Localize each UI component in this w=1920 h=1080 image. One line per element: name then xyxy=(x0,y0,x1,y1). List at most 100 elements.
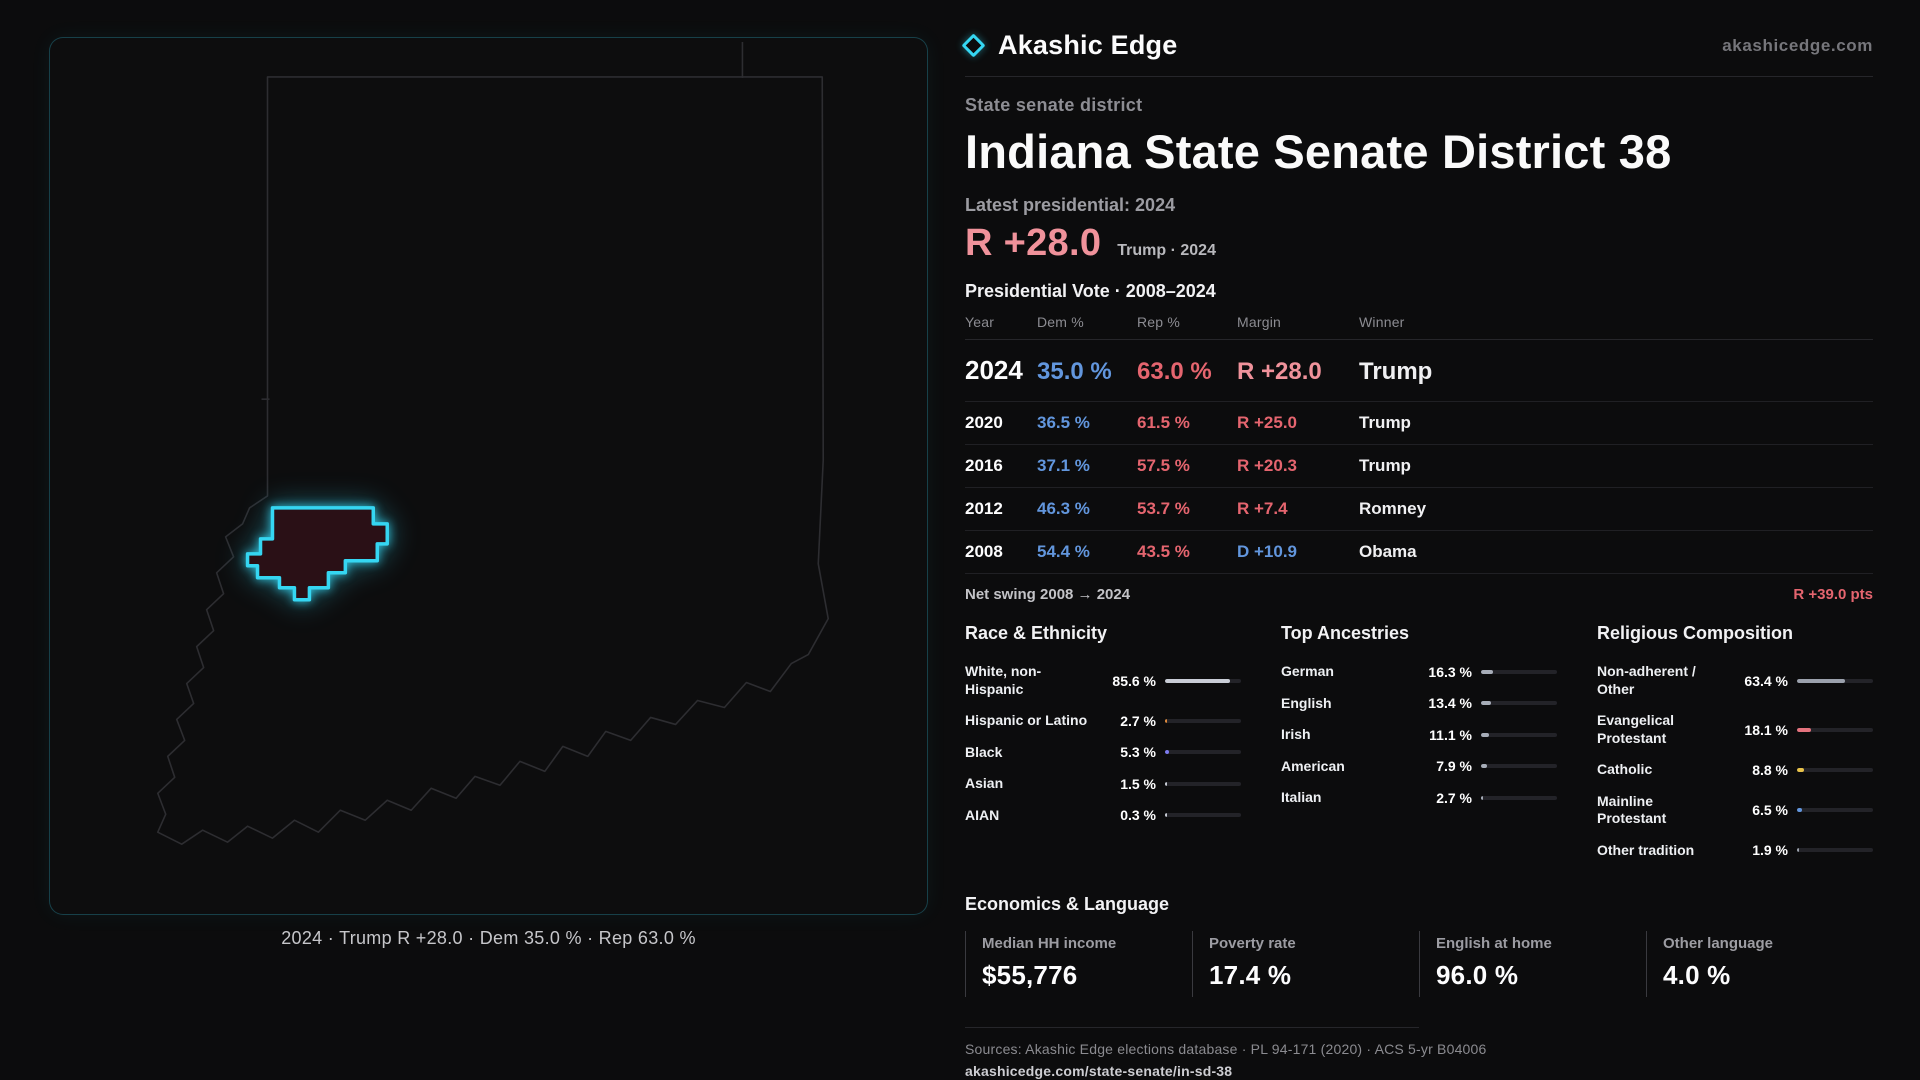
demo-bar-fill xyxy=(1165,813,1167,818)
economics-stat: Other language 4.0 % xyxy=(1646,931,1873,997)
demo-value: 85.6 % xyxy=(1112,672,1156,689)
latest-presidential-label: Latest presidential: 2024 xyxy=(965,195,1176,215)
vote-table: Year Dem % Rep % Margin Winner 2024 35.0 % 63.… xyxy=(965,302,1873,603)
demo-row: Italian 2.7 % xyxy=(1281,782,1557,814)
vote-column-header: Winner xyxy=(1359,314,1405,330)
district-38-shape xyxy=(245,506,389,602)
demo-row: Mainline Protestant 6.5 % xyxy=(1597,786,1873,835)
rep-pct-cell: 43.5 % xyxy=(1137,542,1190,561)
margin-cell: R +28.0 xyxy=(1237,358,1322,385)
race-ethnicity-title: Race & Ethnicity xyxy=(965,623,1108,643)
economics-stat: Median HH income $55,776 xyxy=(965,931,1192,997)
rep-pct-cell: 53.7 % xyxy=(1137,499,1190,518)
demo-row: Hispanic or Latino 2.7 % xyxy=(965,705,1241,737)
vote-table-title: Presidential Vote · 2008–2024 xyxy=(965,281,1216,301)
map-panel xyxy=(49,37,928,915)
map-caption: 2024 · Trump R +28.0 · Dem 35.0 % · Rep … xyxy=(281,928,696,948)
demo-row: English 13.4 % xyxy=(1281,688,1557,720)
dem-pct-cell: 54.4 % xyxy=(1037,542,1090,561)
demo-row: Other tradition 1.9 % xyxy=(1597,835,1873,867)
demo-row: White, non-Hispanic 85.6 % xyxy=(965,656,1241,705)
demo-bar xyxy=(1165,718,1241,723)
vote-row: 2012 46.3 % 53.7 % R +7.4 Romney xyxy=(965,488,1873,531)
vote-row: 2008 54.4 % 43.5 % D +10.9 Obama xyxy=(965,531,1873,574)
vote-column-header: Dem % xyxy=(1037,314,1084,330)
demo-label: AIAN xyxy=(965,806,1000,823)
stat-label: Poverty rate xyxy=(1209,935,1296,952)
demo-bar xyxy=(1481,732,1557,737)
demo-label: Non-adherent / Other xyxy=(1597,663,1696,697)
demo-row: Irish 11.1 % xyxy=(1281,719,1557,751)
demo-bar xyxy=(1481,701,1557,706)
year-cell: 2016 xyxy=(965,456,1003,475)
demo-bar-fill xyxy=(1797,678,1846,683)
demographics-grid: Race & Ethnicity White, non-Hispanic 85.6… xyxy=(965,623,1873,866)
demo-label: White, non-Hispanic xyxy=(965,663,1042,697)
stat-label: English at home xyxy=(1436,935,1552,952)
demo-label: Hispanic or Latino xyxy=(965,712,1088,728)
demo-bar-fill xyxy=(1797,808,1802,812)
economics-grid: Median HH income $55,776 Poverty rate 17.4 … xyxy=(965,931,1873,997)
margin-cell: R +20.3 xyxy=(1237,456,1298,475)
demo-bar-fill xyxy=(1481,669,1494,674)
demo-row: Evangelical Protestant 18.1 % xyxy=(1597,705,1873,754)
vote-row: 2024 35.0 % 63.0 % R +28.0 Trump xyxy=(965,340,1873,402)
demo-value: 18.1 % xyxy=(1744,721,1788,738)
demo-row: Non-adherent / Other 63.4 % xyxy=(1597,656,1873,705)
demo-bar xyxy=(1165,813,1241,818)
dem-pct-cell: 46.3 % xyxy=(1037,499,1090,518)
demo-row: Asian 1.5 % xyxy=(965,768,1241,800)
brand-name: Akashic Edge xyxy=(998,30,1178,60)
demo-value: 16.3 % xyxy=(1428,663,1472,680)
year-cell: 2020 xyxy=(965,413,1003,432)
economics-title: Economics & Language xyxy=(965,894,1170,914)
demo-row: German 16.3 % xyxy=(1281,656,1557,688)
winner-cell: Trump xyxy=(1359,413,1411,432)
stat-value: 17.4 % xyxy=(1209,960,1292,990)
demo-value: 13.4 % xyxy=(1428,695,1472,712)
demo-label: Other tradition xyxy=(1597,841,1695,858)
demo-value: 1.5 % xyxy=(1120,775,1156,792)
vote-table-body: 2024 35.0 % 63.0 % R +28.0 Trump 2020 36.5 % 61… xyxy=(965,340,1873,574)
demo-value: 7.9 % xyxy=(1436,758,1472,775)
race-ethnicity-rows: White, non-Hispanic 85.6 % Hispanic or Lat… xyxy=(965,656,1241,831)
demo-value: 11.1 % xyxy=(1429,726,1472,743)
footer-sources: Sources: Akashic Edge elections database… xyxy=(965,1041,1487,1057)
demo-label: Black xyxy=(965,743,1003,760)
demo-bar xyxy=(1481,764,1557,769)
vote-table-header: Year Dem % Rep % Margin Winner xyxy=(965,302,1873,340)
religious-composition-rows: Non-adherent / Other 63.4 % Evangelical Pr… xyxy=(1597,656,1873,866)
vote-column-header: Year xyxy=(965,314,995,330)
demo-bar-fill xyxy=(1797,848,1799,853)
demo-label: Evangelical Protestant xyxy=(1597,712,1675,746)
demo-label: Catholic xyxy=(1597,761,1653,777)
vote-column-header: Rep % xyxy=(1137,314,1181,330)
demo-row: Catholic 8.8 % xyxy=(1597,754,1873,786)
demo-bar xyxy=(1481,795,1557,800)
race-ethnicity-section: Race & Ethnicity White, non-Hispanic 85.6… xyxy=(965,623,1241,866)
demo-label: Asian xyxy=(965,775,1004,791)
demo-bar xyxy=(1165,678,1241,683)
demo-bar-fill xyxy=(1481,701,1492,706)
demo-label: American xyxy=(1281,757,1345,774)
net-swing-label: Net swing 2008 → 2024 xyxy=(965,586,1131,603)
dem-pct-cell: 35.0 % xyxy=(1037,358,1112,385)
page-header: Akashic Edge akashicedge.com xyxy=(961,30,1873,77)
footer-permalink: akashicedge.com/state-senate/in-sd-38 xyxy=(965,1063,1233,1079)
religious-composition-title: Religious Composition xyxy=(1597,623,1793,643)
net-swing-value: R +39.0 pts xyxy=(1793,586,1873,603)
demo-bar-fill xyxy=(1481,795,1484,800)
top-ancestries-rows: German 16.3 % English 13.4 % Irish 11.1 % Amer… xyxy=(1281,656,1557,814)
demo-bar xyxy=(1797,678,1873,683)
winner-cell: Obama xyxy=(1359,542,1417,561)
rep-pct-cell: 63.0 % xyxy=(1137,358,1212,385)
demo-value: 8.8 % xyxy=(1752,761,1788,778)
dem-pct-cell: 36.5 % xyxy=(1037,413,1090,432)
stat-value: 96.0 % xyxy=(1436,960,1519,990)
demo-value: 5.3 % xyxy=(1120,744,1156,761)
stat-value: 4.0 % xyxy=(1663,960,1731,990)
religious-composition-section: Religious Composition Non-adherent / Oth… xyxy=(1597,623,1873,866)
stat-label: Median HH income xyxy=(982,935,1117,952)
indiana-state-outline xyxy=(156,76,830,845)
headline-margin-context: Trump · 2024 xyxy=(1117,242,1216,259)
